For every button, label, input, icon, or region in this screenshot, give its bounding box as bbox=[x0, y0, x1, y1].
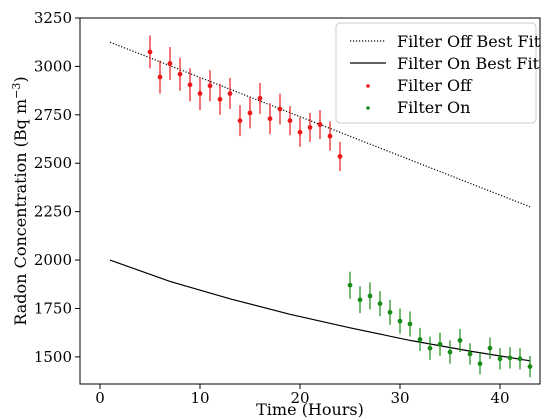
x-tick-label: 40 bbox=[490, 389, 509, 407]
data-point bbox=[277, 106, 283, 112]
data-point bbox=[337, 154, 343, 159]
data-point bbox=[377, 301, 383, 307]
legend-swatch-off bbox=[366, 84, 370, 88]
y-axis-label-exponent: −3 bbox=[10, 83, 23, 99]
data-point bbox=[167, 61, 173, 66]
data-point bbox=[507, 355, 513, 361]
legend-label-on: Filter On bbox=[397, 98, 470, 117]
data-point bbox=[207, 83, 213, 89]
data-point bbox=[177, 71, 183, 77]
data-point bbox=[297, 129, 303, 135]
data-point bbox=[347, 282, 353, 288]
data-point bbox=[147, 49, 153, 55]
data-point bbox=[247, 110, 253, 116]
y-tick-label: 3250 bbox=[34, 9, 72, 27]
data-point bbox=[187, 82, 193, 88]
data-point bbox=[257, 95, 263, 101]
data-point bbox=[437, 341, 443, 347]
data-point bbox=[227, 91, 233, 96]
data-point bbox=[517, 356, 523, 362]
data-point bbox=[267, 116, 273, 122]
data-point bbox=[387, 309, 393, 315]
legend-label-off: Filter Off bbox=[397, 76, 473, 95]
x-tick-label: 20 bbox=[290, 389, 309, 407]
x-tick-label: 0 bbox=[95, 389, 105, 407]
data-point bbox=[467, 351, 473, 357]
x-tick-label: 10 bbox=[190, 389, 209, 407]
data-point bbox=[317, 122, 323, 127]
legend-swatch-on bbox=[366, 106, 370, 110]
data-point bbox=[367, 293, 373, 299]
data-point bbox=[447, 349, 453, 355]
y-axis-label: Radon Concentration (Bq m−3) bbox=[10, 76, 30, 325]
legend-label-on-fit: Filter On Best Fit bbox=[397, 54, 540, 73]
x-axis-label: Time (Hours) bbox=[256, 400, 364, 419]
y-axis-label-close: ) bbox=[11, 76, 30, 82]
data-point bbox=[417, 337, 423, 342]
y-axis-label-text: Radon Concentration (Bq m bbox=[11, 99, 30, 326]
data-point bbox=[197, 91, 203, 96]
data-point bbox=[287, 118, 293, 124]
data-point bbox=[487, 345, 493, 351]
data-point bbox=[327, 133, 333, 139]
legend-box bbox=[335, 22, 537, 124]
data-point bbox=[497, 356, 503, 362]
axis-ticks: 0 10 20 30 40 1500 1750 2000 2250 2500 2750 3000 325… bbox=[34, 9, 510, 407]
data-point bbox=[307, 125, 313, 130]
plot-frame bbox=[79, 17, 541, 385]
data-point bbox=[237, 118, 243, 124]
legend: Filter Off Best Fit Filter On Best Fit F… bbox=[335, 22, 541, 124]
data-point bbox=[457, 338, 463, 343]
data-point bbox=[477, 361, 483, 367]
data-point bbox=[527, 364, 533, 369]
y-tick-label: 2500 bbox=[34, 154, 72, 172]
data-point bbox=[157, 74, 163, 80]
data-point bbox=[217, 96, 223, 102]
legend-label-off-fit: Filter Off Best Fit bbox=[397, 32, 541, 51]
plot-area bbox=[109, 35, 533, 378]
y-tick-label: 2000 bbox=[34, 251, 72, 269]
y-tick-label: 2750 bbox=[34, 106, 72, 124]
y-tick-label: 1750 bbox=[34, 299, 72, 317]
data-point bbox=[357, 297, 363, 303]
y-tick-label: 1500 bbox=[34, 348, 72, 366]
data-point bbox=[397, 318, 403, 324]
y-tick-label: 3000 bbox=[34, 57, 72, 75]
y-tick-label: 2250 bbox=[34, 203, 72, 221]
data-point bbox=[407, 321, 413, 327]
data-point bbox=[427, 345, 433, 351]
x-tick-label: 30 bbox=[390, 389, 409, 407]
series-line-1 bbox=[109, 259, 531, 362]
